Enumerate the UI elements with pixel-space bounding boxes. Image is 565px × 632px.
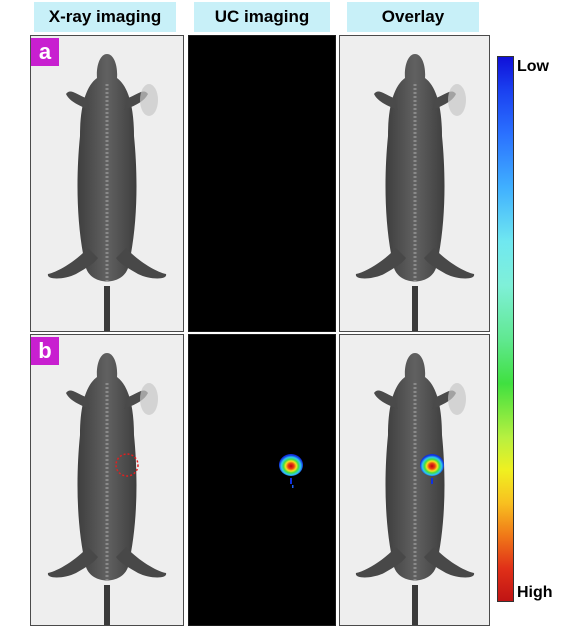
mouse-overlay-image [354,351,476,625]
panel-b-xray [30,334,184,626]
mouse-xray-image [46,351,168,625]
color-scale-bar [497,56,514,602]
scale-label-low: Low [517,58,549,75]
mouse-overlay-image [354,52,476,331]
mouse-xray-image [46,52,168,331]
panel-a-uc [188,35,336,332]
signal-hotspot [279,454,303,476]
header-overlay: Overlay [347,2,479,32]
panel-a-overlay [339,35,490,332]
panel-a-xray [30,35,184,332]
scale-label-high: High [517,584,553,601]
header-xray: X-ray imaging [34,2,176,32]
signal-marker-circle [115,453,139,477]
panel-b-uc [188,334,336,626]
uc-signal-image [279,454,303,488]
header-uc: UC imaging [194,2,330,32]
signal-hotspot [420,454,444,476]
panel-b-overlay [339,334,490,626]
row-label-a: a [31,38,59,66]
row-label-b: b [31,337,59,365]
